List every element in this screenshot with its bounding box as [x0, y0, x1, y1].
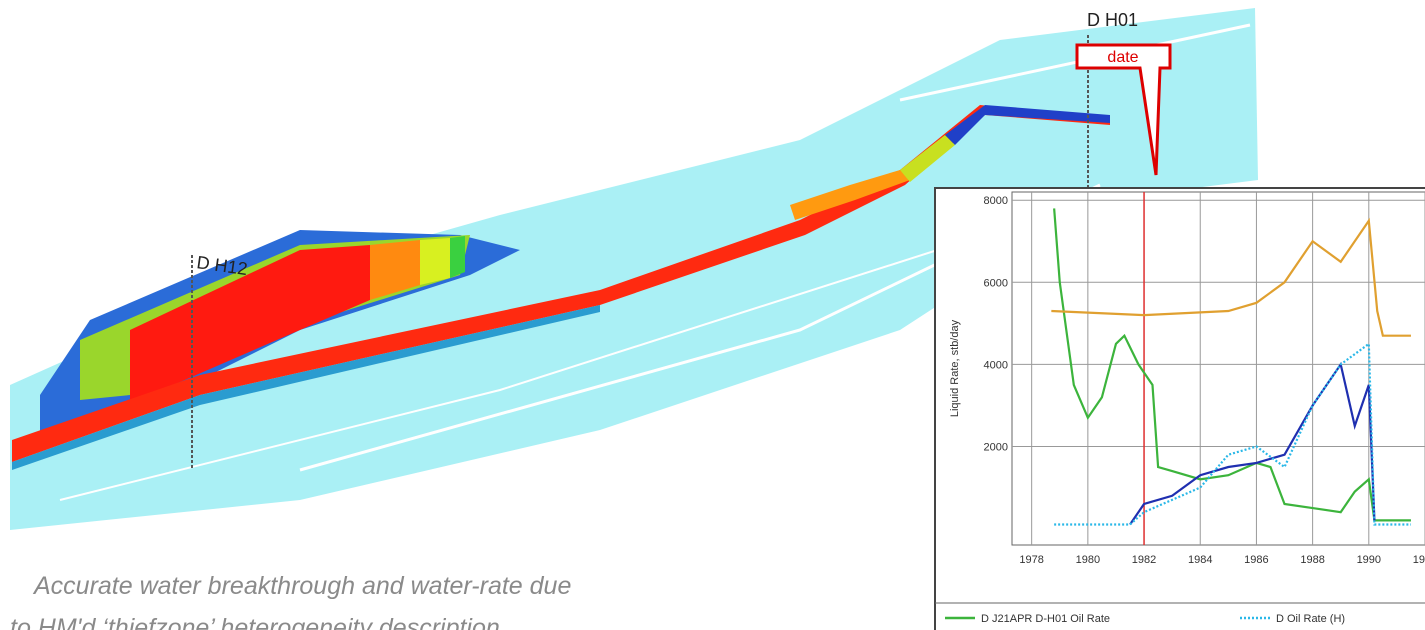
callout-text: date — [1107, 49, 1138, 66]
cross-section: D H01 D H12 — [10, 8, 1258, 530]
caption: to HM'd ‘thiefzone’ heterogeneity descri… — [10, 614, 500, 630]
series-line — [1054, 341, 1411, 526]
x-tick-label: 1990 — [1357, 554, 1381, 566]
plot — [1051, 208, 1411, 526]
x-tick-label: 1992 — [1413, 554, 1425, 566]
series-line — [1051, 217, 1411, 337]
date-callout: date — [1075, 43, 1172, 176]
legend-label: D Oil Rate (H) — [1276, 613, 1345, 625]
caption: Accurate water breakthrough and water-ra… — [32, 572, 571, 600]
x-tick-label: 1980 — [1076, 554, 1100, 566]
y-tick-label: 4000 — [984, 359, 1008, 371]
series-line — [1129, 361, 1376, 526]
series-line — [1053, 208, 1411, 522]
plot-area — [1011, 191, 1425, 546]
x-tick-label: 1986 — [1244, 554, 1268, 566]
y-tick-label: 8000 — [984, 195, 1008, 207]
chart: 2000 4000 6000 8000 1978 1980 1982 1984 1986 1988… — [935, 191, 1425, 625]
y-tick-label: 2000 — [984, 441, 1008, 453]
y-tick-label: 6000 — [984, 277, 1008, 289]
x-tick-label: 1982 — [1132, 554, 1156, 566]
legend-label: D J21APR D-H01 Oil Rate — [981, 613, 1110, 625]
x-tick-label: 1978 — [1019, 554, 1043, 566]
well-label: D H01 — [1087, 10, 1138, 30]
y-axis-label: Liquid Rate, stb/day — [949, 319, 961, 417]
x-tick-label: 1988 — [1300, 554, 1324, 566]
x-tick-label: 1984 — [1188, 554, 1212, 566]
